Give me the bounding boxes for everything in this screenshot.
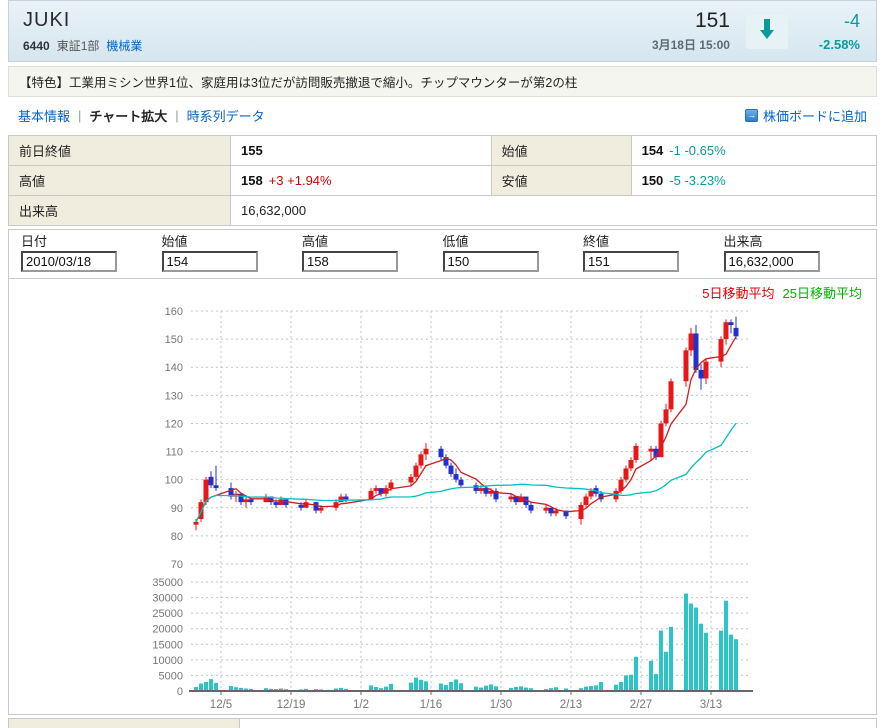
stock-name: JUKI	[23, 8, 71, 31]
stock-header: JUKI 6440 東証1部 機械業 151 3月18日 15:00 -4 -2.5…	[8, 0, 877, 62]
change-block: -4 -2.58%	[804, 11, 860, 52]
price-change: -4	[843, 10, 860, 31]
open-input-label: 始値	[161, 234, 188, 249]
stock-chart: 70 80 90 100 110 120 130 140 150 160 5000 10000 1500…	[152, 306, 753, 711]
svg-text:12/19: 12/19	[277, 699, 306, 711]
table-row	[8, 719, 240, 728]
svg-text:15000: 15000	[152, 639, 183, 651]
low-label: 安値	[490, 165, 632, 196]
quote-block: 151 3月18日 15:00 -4 -2.58%	[652, 9, 860, 53]
volume-input[interactable]	[723, 251, 820, 272]
close-input-label: 終値	[583, 234, 610, 249]
open-field: 始値	[161, 234, 303, 272]
date-field: 日付	[21, 234, 162, 272]
low-input-label: 低値	[442, 234, 469, 249]
close-input[interactable]	[583, 251, 679, 272]
svg-text:120: 120	[165, 418, 183, 430]
price-block: 151 3月18日 15:00	[652, 9, 730, 53]
low-change: -5 -3.23%	[669, 173, 726, 188]
high-input[interactable]	[302, 251, 398, 272]
tab-bar: 基本情報 チャート拡大 時系列データ → 株価ボードに追加	[8, 97, 877, 133]
legend-ma25: 25日移動平均	[782, 286, 862, 301]
svg-text:70: 70	[171, 559, 183, 571]
high-change: +3 +1.94%	[268, 173, 332, 188]
volume-label: 出来高	[8, 195, 231, 226]
ohlc-input-row: 日付 始値 高値 低値 終値 出来高	[9, 230, 876, 279]
svg-text:25000: 25000	[152, 608, 183, 620]
svg-text:90: 90	[171, 503, 183, 515]
svg-text:12/5: 12/5	[210, 699, 232, 711]
date-input[interactable]	[21, 251, 117, 272]
svg-text:10000: 10000	[152, 655, 183, 667]
prev-close-value: 155	[230, 135, 492, 166]
low-field: 低値	[442, 234, 584, 272]
prev-close-label: 前日終値	[8, 135, 231, 166]
table-row: 前日終値 155 始値 154 -1 -0.65%	[8, 135, 878, 166]
stock-code: 6440	[23, 38, 50, 53]
open-value: 154 -1 -0.65%	[630, 135, 878, 166]
legend-ma5: 5日移動平均	[702, 286, 775, 301]
svg-text:35000: 35000	[152, 577, 183, 589]
volume-field: 出来高	[723, 234, 865, 272]
open-input[interactable]	[161, 251, 258, 272]
table-row: 出来高 16,632,000	[8, 195, 877, 226]
tab-separator	[175, 108, 178, 123]
tab-time-series[interactable]: 時系列データ	[186, 109, 265, 124]
open-label: 始値	[490, 135, 632, 166]
next-section-cutoff	[8, 718, 877, 728]
current-price: 151	[694, 9, 730, 32]
svg-text:2/13: 2/13	[560, 699, 582, 711]
quote-summary-table: 前日終値 155 始値 154 -1 -0.65% 高値 158 +3 +1.94%…	[8, 135, 878, 226]
tab-chart-expand[interactable]: チャート拡大	[89, 109, 168, 124]
svg-text:0: 0	[177, 686, 183, 698]
price-change-percent: -2.58%	[818, 36, 860, 52]
add-to-board-label: 株価ボードに追加	[762, 109, 867, 124]
volume-value: 16,632,000	[230, 195, 877, 226]
page: JUKI 6440 東証1部 機械業 151 3月18日 15:00 -4 -2.5…	[8, 0, 878, 728]
table-row	[240, 719, 877, 728]
svg-text:2/27: 2/27	[630, 699, 652, 711]
svg-text:140: 140	[165, 362, 183, 374]
svg-text:110: 110	[165, 447, 183, 459]
open-change: -1 -0.65%	[669, 143, 726, 158]
add-to-board-link[interactable]: → 株価ボードに追加	[744, 106, 867, 125]
svg-text:1/2: 1/2	[353, 699, 369, 711]
chart-panel: 日付 始値 高値 低値 終値 出来高	[8, 229, 877, 715]
low-input[interactable]	[442, 251, 539, 272]
arrow-right-square-icon: →	[744, 109, 758, 122]
price-direction-box	[746, 13, 788, 49]
high-label: 高値	[8, 165, 231, 196]
industry-link[interactable]: 機械業	[106, 38, 143, 53]
close-field: 終値	[583, 234, 724, 272]
volume-input-label: 出来高	[723, 234, 763, 249]
svg-text:80: 80	[171, 531, 183, 543]
svg-text:160: 160	[165, 306, 183, 318]
low-value: 150 -5 -3.23%	[630, 165, 878, 196]
high-field: 高値	[302, 234, 443, 272]
date-label: 日付	[21, 234, 48, 249]
feature-text: 【特色】工業用ミシン世界1位、家庭用は3位だが訪問販売撤退で縮小。チップマウンタ…	[8, 66, 877, 97]
svg-text:20000: 20000	[152, 624, 183, 636]
svg-text:5000: 5000	[159, 670, 183, 682]
stock-meta: 6440 東証1部 機械業	[23, 37, 142, 54]
svg-text:1/16: 1/16	[420, 699, 442, 711]
quote-datetime: 3月18日 15:00	[651, 38, 730, 52]
high-value: 158 +3 +1.94%	[230, 165, 492, 196]
chart-legend: 5日移動平均 25日移動平均	[9, 279, 876, 301]
svg-text:150: 150	[165, 334, 183, 346]
svg-text:1/30: 1/30	[490, 699, 512, 711]
svg-text:3/13: 3/13	[700, 699, 722, 711]
arrow-down-icon	[760, 18, 774, 39]
high-input-label: 高値	[302, 234, 329, 249]
svg-text:130: 130	[165, 390, 183, 402]
svg-text:30000: 30000	[152, 593, 183, 605]
market-label: 東証1部	[56, 38, 100, 53]
svg-text:100: 100	[165, 475, 183, 487]
tab-basic-info[interactable]: 基本情報	[18, 109, 71, 124]
table-row: 高値 158 +3 +1.94% 安値 150 -5 -3.23%	[8, 165, 878, 196]
tab-separator	[78, 108, 81, 123]
stock-identity: JUKI 6440 東証1部 機械業	[23, 9, 142, 54]
